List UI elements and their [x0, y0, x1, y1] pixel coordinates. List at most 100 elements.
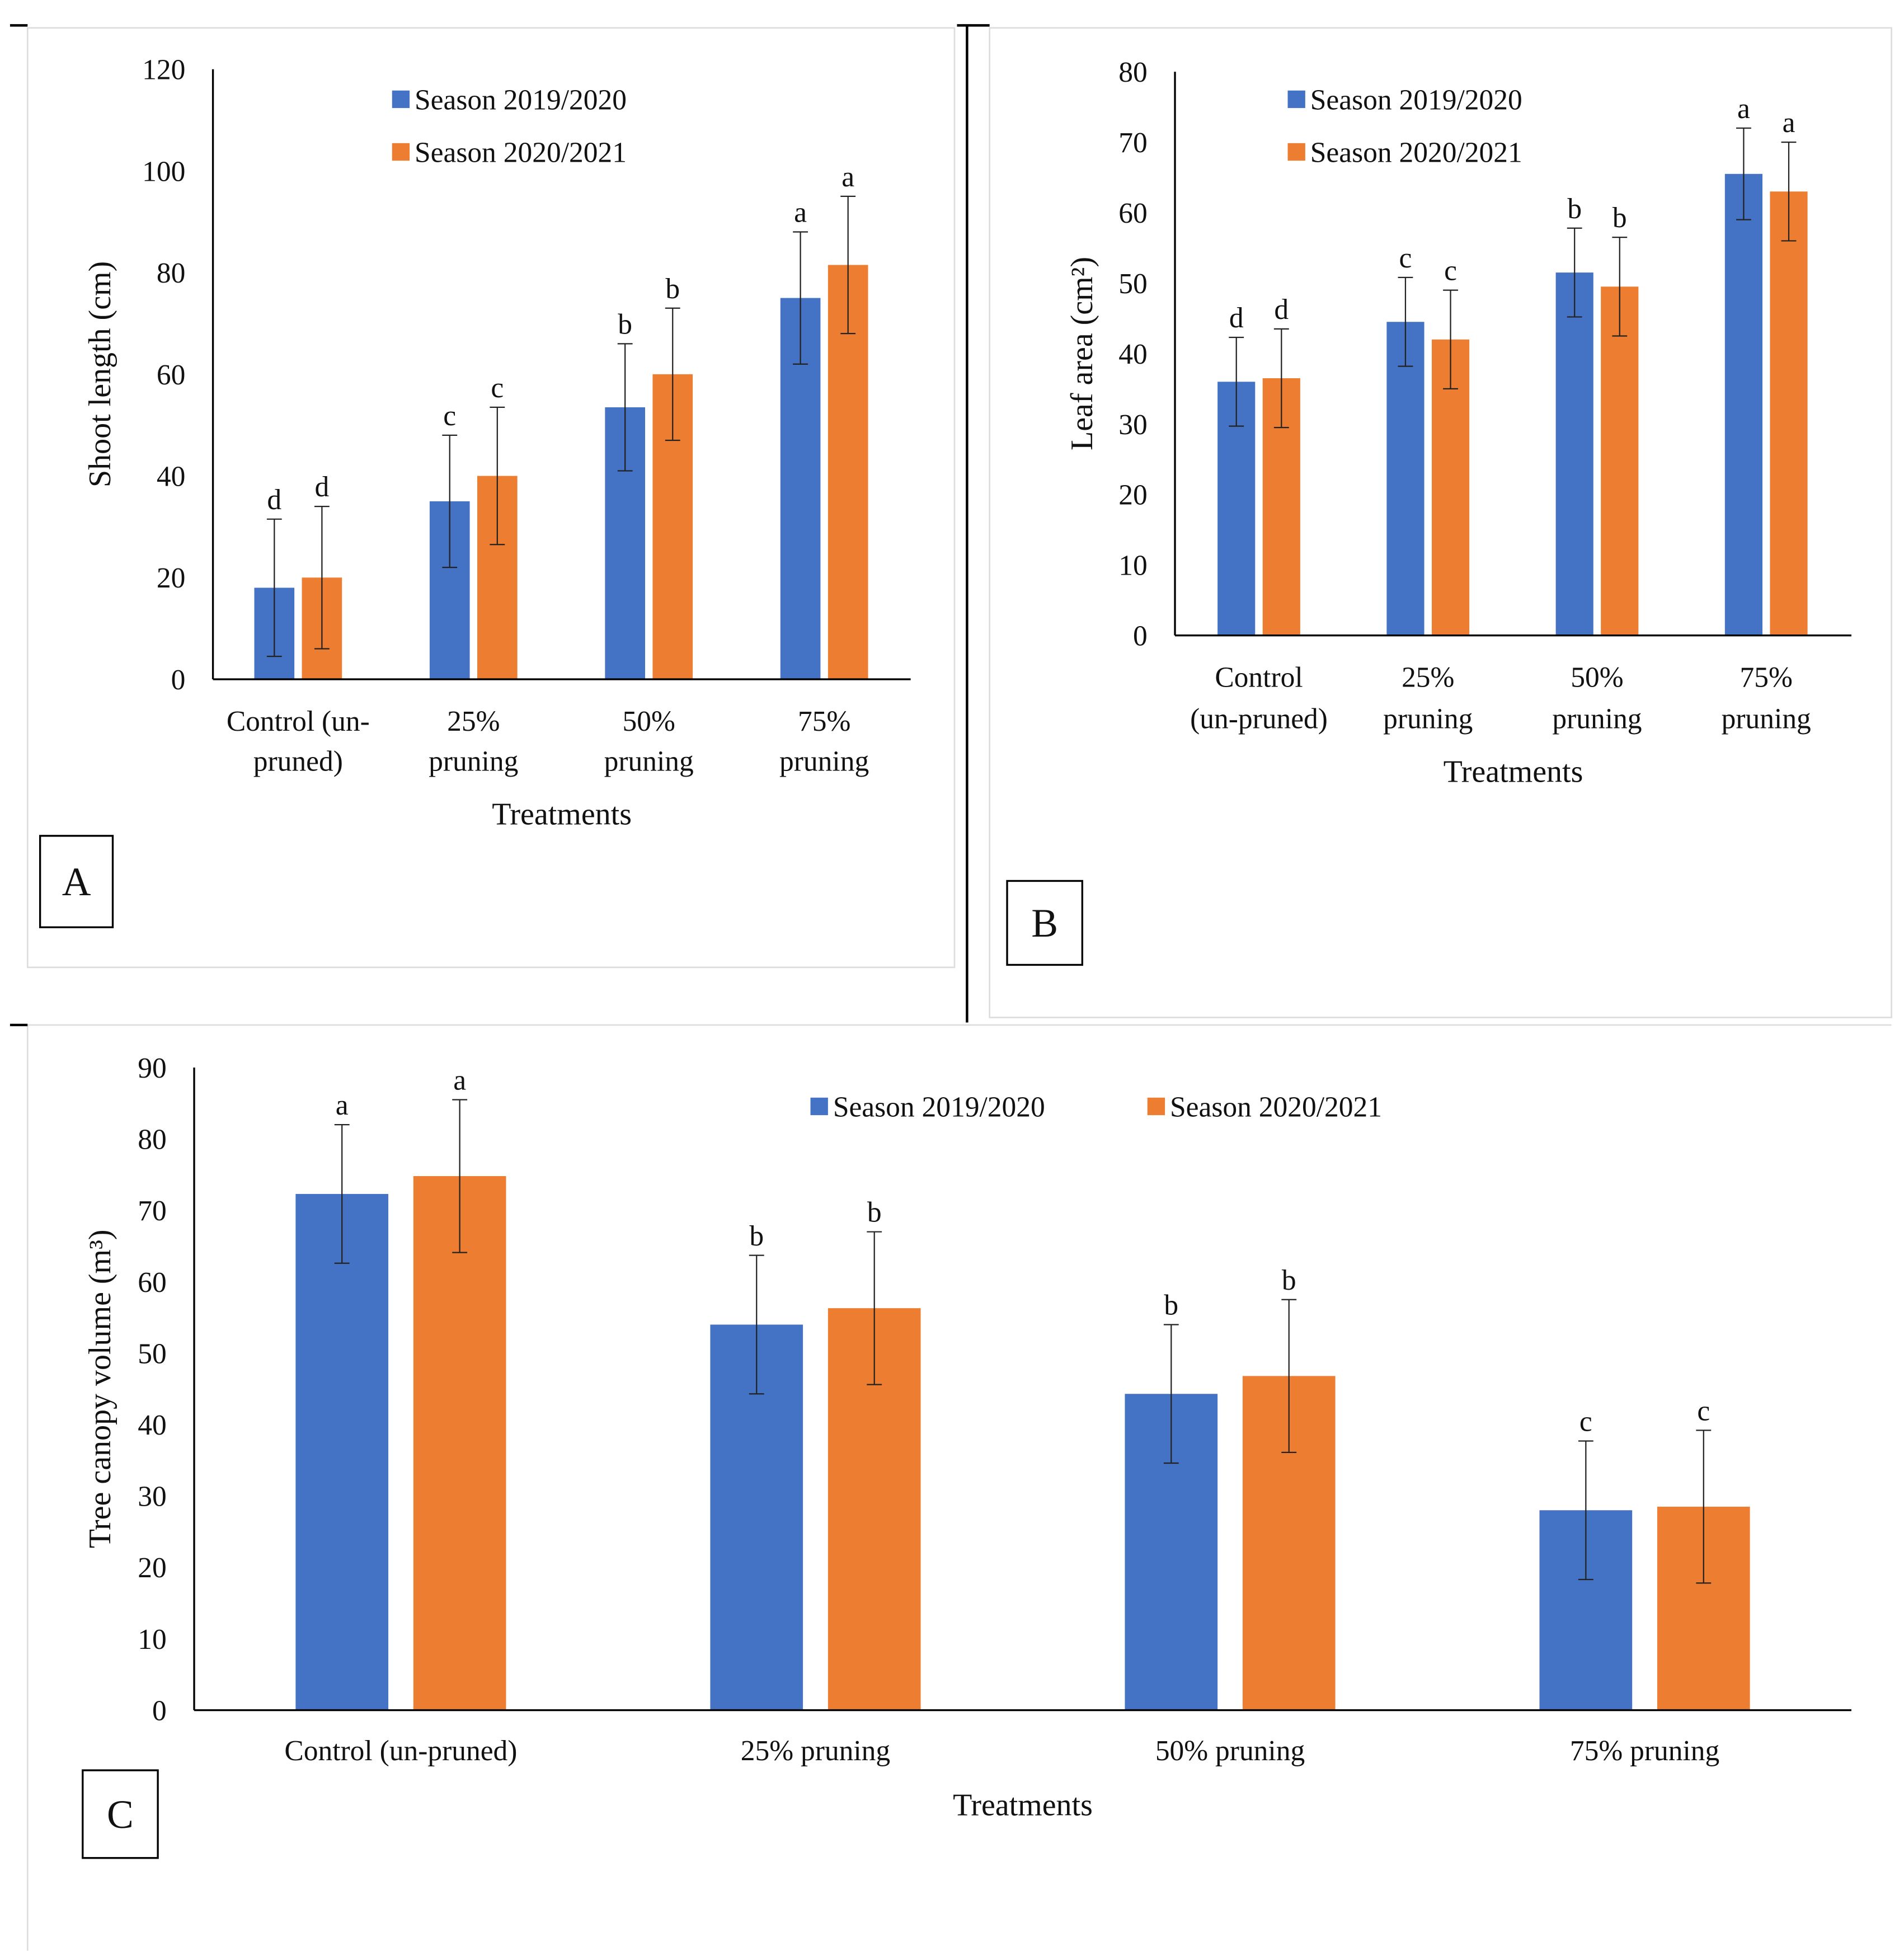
legend-label: Season 2019/2020	[1310, 84, 1522, 116]
x-tick-label: pruning	[1552, 703, 1642, 735]
y-tick-label: 70	[138, 1195, 166, 1227]
y-axis-title: Tree canopy volume (m³)	[83, 1230, 117, 1549]
panel-label-box	[39, 835, 114, 928]
significance-letter: b	[1282, 1264, 1296, 1296]
x-tick-label: 25%	[447, 706, 500, 737]
bar	[1770, 191, 1808, 636]
bar	[1601, 286, 1639, 636]
x-tick-label: 50%	[623, 706, 675, 737]
significance-letter: b	[749, 1220, 764, 1252]
bar	[1555, 272, 1593, 636]
significance-letter: d	[1229, 302, 1244, 334]
panel-label-box	[82, 1769, 159, 1859]
legend-swatch	[392, 90, 410, 109]
x-tick-label: 25% pruning	[741, 1735, 890, 1767]
y-tick-label: 50	[1118, 268, 1147, 300]
y-tick-label: 60	[1118, 198, 1147, 229]
significance-letter: a	[336, 1089, 349, 1121]
x-tick-label: pruning	[604, 745, 694, 777]
y-tick-label: 40	[1118, 339, 1147, 370]
legend-swatch	[392, 143, 410, 161]
x-axis-title: Treatments	[953, 1788, 1093, 1823]
bar	[1724, 173, 1763, 636]
significance-letter: b	[618, 308, 632, 340]
panel-label: A	[62, 860, 91, 904]
x-tick-label: pruning	[1722, 703, 1811, 735]
y-tick-label: 70	[1118, 127, 1147, 159]
y-axis-title: Shoot length (cm)	[83, 261, 117, 487]
x-tick-label: 75%	[798, 706, 850, 737]
chart-b: 0 10 20 30 40 50 60 70 80 d c b a Season 2019/2020 d c b…	[1006, 57, 1851, 966]
significance-letter: a	[453, 1065, 466, 1097]
significance-letter: b	[1612, 202, 1627, 234]
y-tick-label: 30	[138, 1481, 166, 1513]
y-tick-label: 10	[1118, 550, 1147, 582]
chart-a: 0 20 40 60 80 100 120 d c b a Season 2019/2020 d c b a S…	[39, 54, 911, 928]
significance-letter: b	[1164, 1290, 1178, 1322]
panel-frames	[10, 24, 1892, 1951]
significance-letter: a	[794, 197, 807, 229]
significance-letter: a	[1783, 107, 1795, 139]
panel-label: B	[1031, 901, 1058, 946]
y-tick-label: 20	[1118, 479, 1147, 511]
y-tick-label: 0	[171, 664, 186, 696]
chart-c: 0 10 20 30 40 50 60 70 80 90 a b b c Season 2019/2020 a…	[82, 1052, 1851, 1859]
significance-letter: c	[491, 372, 504, 404]
y-tick-label: 0	[1133, 620, 1148, 652]
legend-swatch	[1287, 143, 1305, 161]
y-tick-label: 0	[152, 1695, 167, 1727]
significance-letter: b	[867, 1197, 882, 1229]
significance-letter: b	[1567, 193, 1582, 225]
significance-letter: d	[267, 484, 281, 516]
legend-swatch	[810, 1097, 828, 1116]
x-tick-label: pruning	[429, 745, 518, 777]
y-tick-label: 80	[157, 257, 185, 289]
legend-label: Season 2019/2020	[415, 84, 627, 116]
significance-letter: d	[1274, 294, 1289, 326]
significance-letter: c	[1399, 242, 1412, 274]
x-tick-label: 25%	[1402, 661, 1454, 693]
significance-letter: a	[1737, 93, 1750, 125]
x-tick-label: pruning	[779, 745, 869, 777]
legend-label: Season 2020/2021	[415, 137, 627, 168]
y-tick-label: 100	[142, 156, 185, 187]
significance-letter: c	[1579, 1406, 1592, 1438]
significance-letter: c	[1444, 255, 1457, 287]
x-tick-label: (un-pruned)	[1190, 703, 1328, 735]
x-tick-label: Control (un-pruned)	[284, 1735, 517, 1767]
significance-letter: c	[1697, 1395, 1710, 1427]
significance-letter: c	[443, 400, 456, 432]
y-tick-label: 80	[1118, 57, 1147, 88]
bar	[413, 1176, 506, 1710]
legend-swatch	[1287, 90, 1305, 109]
panel-a-frame	[26, 27, 956, 969]
y-tick-label: 80	[138, 1124, 166, 1156]
y-tick-label: 40	[138, 1409, 166, 1441]
y-tick-label: 10	[138, 1624, 166, 1656]
legend-label: Season 2020/2021	[1310, 137, 1522, 168]
y-tick-label: 20	[157, 562, 185, 594]
y-tick-label: 120	[142, 54, 185, 86]
panel-label-box	[1006, 880, 1084, 966]
y-tick-label: 50	[138, 1338, 166, 1370]
significance-letter: b	[665, 273, 680, 305]
x-tick-label: 75% pruning	[1570, 1735, 1719, 1767]
x-tick-label: pruning	[1383, 703, 1473, 735]
x-tick-label: 50% pruning	[1155, 1735, 1305, 1767]
legend-label: Season 2020/2021	[1170, 1091, 1382, 1123]
y-tick-label: 40	[157, 460, 185, 492]
x-axis-title: Treatments	[492, 797, 632, 832]
panel-label: C	[107, 1793, 134, 1837]
x-tick-label: pruned)	[253, 745, 343, 777]
x-tick-label: 75%	[1740, 661, 1793, 693]
x-tick-label: Control	[1215, 661, 1303, 693]
significance-letter: d	[315, 471, 330, 503]
panel-b-frame	[989, 27, 1892, 1018]
y-axis-title: Leaf area (cm²)	[1065, 257, 1099, 450]
x-tick-label: Control (un-	[227, 706, 370, 737]
y-tick-label: 60	[157, 359, 185, 391]
significance-letter: a	[841, 161, 854, 193]
bar	[295, 1193, 389, 1710]
